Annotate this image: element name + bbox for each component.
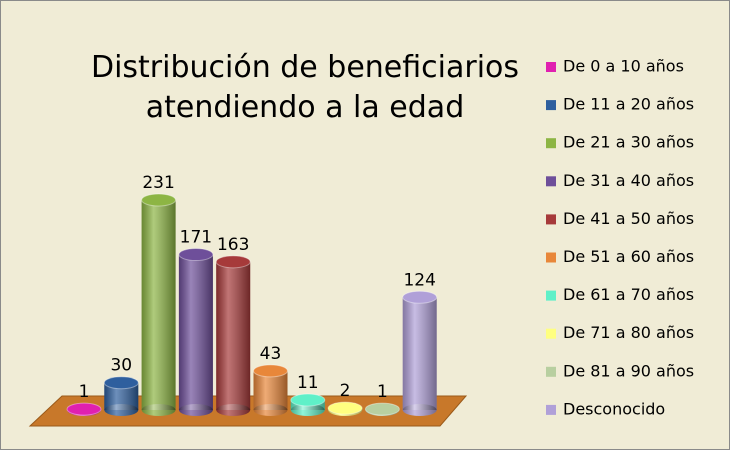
- cylinder-top: [178, 248, 214, 262]
- cylinder-top: [103, 376, 139, 390]
- legend-swatch: [546, 100, 556, 111]
- data-label: 43: [260, 344, 282, 364]
- cylinder-top: [66, 402, 102, 416]
- cylinder-top: [215, 255, 251, 269]
- legend-swatch: [546, 404, 556, 415]
- legend-swatch: [546, 366, 556, 377]
- data-label: 1: [79, 382, 90, 402]
- legend-label: De 31 a 40 años: [563, 171, 694, 190]
- chart-title: Distribución de beneficiarios atendiendo…: [90, 50, 520, 125]
- data-label: 30: [110, 356, 132, 376]
- legend-label: De 11 a 20 años: [563, 95, 694, 114]
- legend-swatch: [546, 214, 556, 225]
- cylinder: 43: [253, 344, 288, 416]
- bar-shade-bottom: [216, 404, 251, 416]
- legend-label: De 61 a 70 años: [563, 285, 694, 304]
- data-label: 1: [377, 382, 388, 402]
- legend-label: De 51 a 60 años: [563, 247, 694, 266]
- data-label: 2: [340, 381, 351, 401]
- cylinder-top: [141, 193, 177, 207]
- bar-shade: [216, 261, 251, 410]
- legend-swatch: [546, 176, 556, 187]
- bar-shade: [253, 370, 288, 410]
- data-label: 124: [403, 270, 435, 290]
- data-label: 171: [180, 228, 212, 248]
- cylinder-top: [327, 401, 363, 415]
- legend-label: Desconocido: [563, 399, 665, 418]
- cylinder-top: [290, 393, 326, 407]
- cylinder: 231: [141, 173, 177, 416]
- cylinder: 1: [66, 382, 102, 416]
- legend-swatch: [546, 138, 556, 149]
- cylinder: 124: [402, 270, 438, 416]
- cylinder: 1: [364, 382, 400, 416]
- cylinder: 171: [178, 228, 214, 416]
- bar-shade: [178, 254, 213, 410]
- bar-shade-bottom: [104, 404, 139, 416]
- bar-shade-bottom: [141, 404, 176, 416]
- data-label: 163: [217, 235, 249, 255]
- cylinder-top: [253, 364, 288, 378]
- legend-swatch: [546, 328, 556, 339]
- legend-swatch: [546, 62, 556, 72]
- bar-shade: [402, 297, 437, 410]
- legend-label: De 0 a 10 años: [563, 57, 684, 76]
- cylinder: 163: [215, 235, 251, 416]
- legend-swatch: [546, 252, 556, 263]
- legend-swatch: [546, 290, 556, 301]
- bar-shade-bottom: [402, 404, 437, 416]
- cylinder-top: [402, 290, 438, 304]
- cylinder: 2: [327, 381, 363, 416]
- legend-label: De 21 a 30 años: [563, 133, 694, 152]
- bar-shade: [141, 200, 176, 410]
- cylinder: 30: [103, 356, 139, 416]
- cylinder-top: [364, 402, 400, 416]
- bar-shade-bottom: [253, 404, 288, 416]
- legend-label: De 71 a 80 años: [563, 323, 694, 342]
- bar-shade-bottom: [178, 404, 213, 416]
- bar-shade-bottom: [290, 404, 325, 416]
- data-label: 231: [142, 173, 174, 193]
- cylinder: 11: [290, 373, 326, 416]
- data-label: 11: [297, 373, 319, 393]
- legend-label: De 81 a 90 años: [563, 361, 694, 380]
- legend-label: De 41 a 50 años: [563, 209, 694, 228]
